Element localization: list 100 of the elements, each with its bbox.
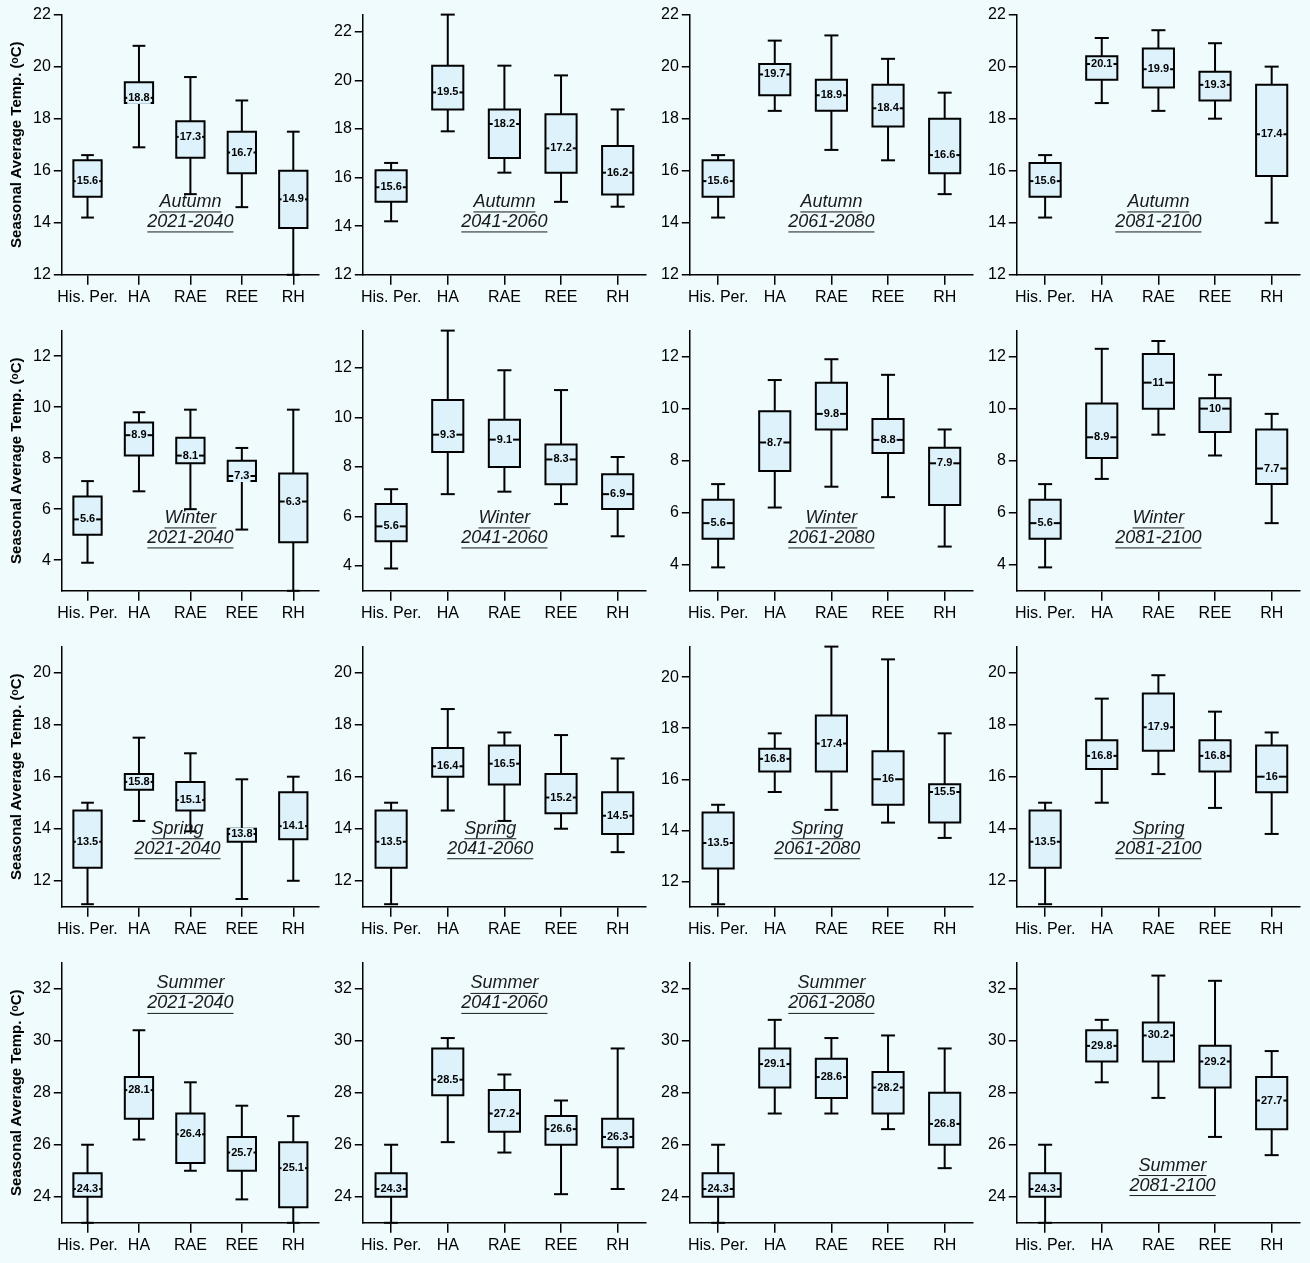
x-tick-label: REE — [225, 287, 259, 305]
annotation: 14.5 — [606, 808, 629, 821]
annotation: 2041-2060 — [460, 210, 548, 231]
x-tick-label: HA — [127, 1235, 151, 1253]
annotation: 26.3 — [606, 1129, 629, 1142]
annotation: 17.4 — [1260, 127, 1284, 140]
x-tick-label: RH — [933, 287, 957, 305]
x-tick-label: RH — [281, 287, 305, 305]
annotation: 15.5 — [933, 785, 956, 798]
y-tick-label: 16 — [661, 161, 679, 179]
annotation: 9.1 — [496, 432, 513, 445]
annotation: 2061-2080 — [787, 210, 875, 231]
annotation: 13.5 — [1034, 834, 1056, 847]
annotation: 7.7 — [1264, 461, 1280, 474]
x-tick-label: REE — [871, 603, 905, 621]
x-tick-label: REE — [225, 603, 259, 621]
annotation: 2021-2040 — [146, 992, 234, 1013]
x-tick-label: RH — [933, 919, 957, 937]
annotation: 19.7 — [764, 67, 786, 80]
y-tick-label: 24 — [661, 1187, 679, 1205]
x-tick-label: HA — [436, 603, 460, 621]
y-tick-label: 16 — [33, 161, 51, 179]
x-tick-label: His. Per. — [360, 287, 422, 305]
annotation: 16.6 — [933, 148, 956, 161]
annotation: 19.5 — [437, 85, 459, 98]
annotation: 11 — [1152, 375, 1165, 388]
y-tick-label: 4 — [342, 556, 352, 574]
annotation: 26.6 — [550, 1122, 572, 1135]
y-tick-label: 4 — [996, 555, 1006, 573]
annotation: 6.3 — [285, 494, 301, 507]
x-tick-label: HA — [1090, 603, 1114, 621]
annotation: 16 — [1265, 769, 1278, 782]
y-tick-label: 6 — [342, 506, 352, 524]
annotation: 8.7 — [767, 435, 783, 448]
y-tick-label: 20 — [334, 663, 352, 681]
x-tick-label: RAE — [1141, 603, 1175, 621]
y-tick-label: 14 — [661, 820, 679, 838]
annotation: 16.8 — [1204, 748, 1226, 761]
y-tick-label: 26 — [661, 1135, 679, 1153]
annotation: 17.2 — [550, 141, 572, 154]
x-tick-label: RAE — [1141, 287, 1175, 305]
y-tick-label: 6 — [996, 503, 1006, 521]
y-tick-label: 32 — [988, 979, 1006, 997]
y-tick-label: 10 — [33, 397, 51, 415]
x-tick-label: His. Per. — [1014, 287, 1076, 305]
x-tick-label: RH — [933, 603, 957, 621]
y-tick-label: 12 — [661, 265, 679, 283]
annotation: 15.6 — [380, 180, 402, 193]
y-tick-label: 12 — [334, 358, 352, 376]
annotation: 16.7 — [231, 145, 253, 158]
annotation: 18.8 — [128, 90, 150, 103]
annotation: Autumn — [799, 190, 863, 211]
annotation: 2081-2100 — [1114, 210, 1202, 231]
y-tick-label: 16 — [33, 767, 51, 785]
y-tick-label: 12 — [988, 265, 1006, 283]
annotation: 9.8 — [823, 406, 840, 419]
y-tick-label: 16 — [661, 769, 679, 787]
annotation: 27.7 — [1260, 1093, 1283, 1106]
y-tick-label: 12 — [334, 265, 352, 283]
x-tick-label: REE — [871, 919, 905, 937]
annotation: 2061-2080 — [773, 837, 861, 858]
annotation: 20.1 — [1091, 57, 1113, 70]
y-tick-label: 16 — [988, 767, 1006, 785]
y-tick-label: 30 — [33, 1031, 51, 1049]
annotation: 24.3 — [76, 1182, 99, 1195]
annotation: 7.9 — [937, 456, 953, 469]
annotation: 5.6 — [1037, 516, 1053, 529]
annotation: 5.6 — [79, 512, 96, 525]
annotation: 7.3 — [234, 469, 250, 482]
y-tick-label: 8 — [669, 451, 679, 469]
annotation: 5.6 — [383, 519, 399, 532]
x-tick-label: REE — [871, 287, 905, 305]
y-tick-label: 14 — [33, 213, 51, 231]
y-tick-label: 8 — [996, 451, 1006, 469]
annotation: 29.8 — [1091, 1038, 1113, 1051]
x-tick-label: RAE — [1141, 1235, 1175, 1253]
y-tick-label: 6 — [41, 499, 51, 517]
annotation: 10 — [1208, 401, 1222, 414]
annotation: 16.2 — [606, 165, 629, 178]
y-tick-label: 12 — [661, 871, 679, 889]
annotation: Spring — [151, 817, 204, 838]
annotation: 8.9 — [1094, 430, 1110, 443]
annotation: 16.8 — [764, 751, 786, 764]
x-tick-label: HA — [436, 1235, 460, 1253]
y-tick-label: 8 — [41, 448, 51, 466]
annotation: 2021-2040 — [133, 837, 221, 858]
y-tick-label: 16 — [334, 767, 352, 785]
annotation: 8.1 — [182, 448, 199, 461]
x-tick-label: RH — [933, 1235, 957, 1253]
annotation: 13.5 — [380, 834, 402, 847]
y-tick-label: 14 — [988, 213, 1006, 231]
y-tick-label: 10 — [334, 407, 352, 425]
y-tick-label: 14 — [334, 819, 352, 837]
annotation: Autumn — [158, 190, 222, 211]
y-tick-label: 14 — [33, 819, 51, 837]
annotation: 25.7 — [231, 1145, 253, 1158]
y-tick-label: 20 — [988, 57, 1006, 75]
annotation: 15.8 — [128, 774, 150, 787]
annotation: Autumn — [1126, 190, 1190, 211]
x-tick-label: RH — [1260, 1235, 1284, 1253]
